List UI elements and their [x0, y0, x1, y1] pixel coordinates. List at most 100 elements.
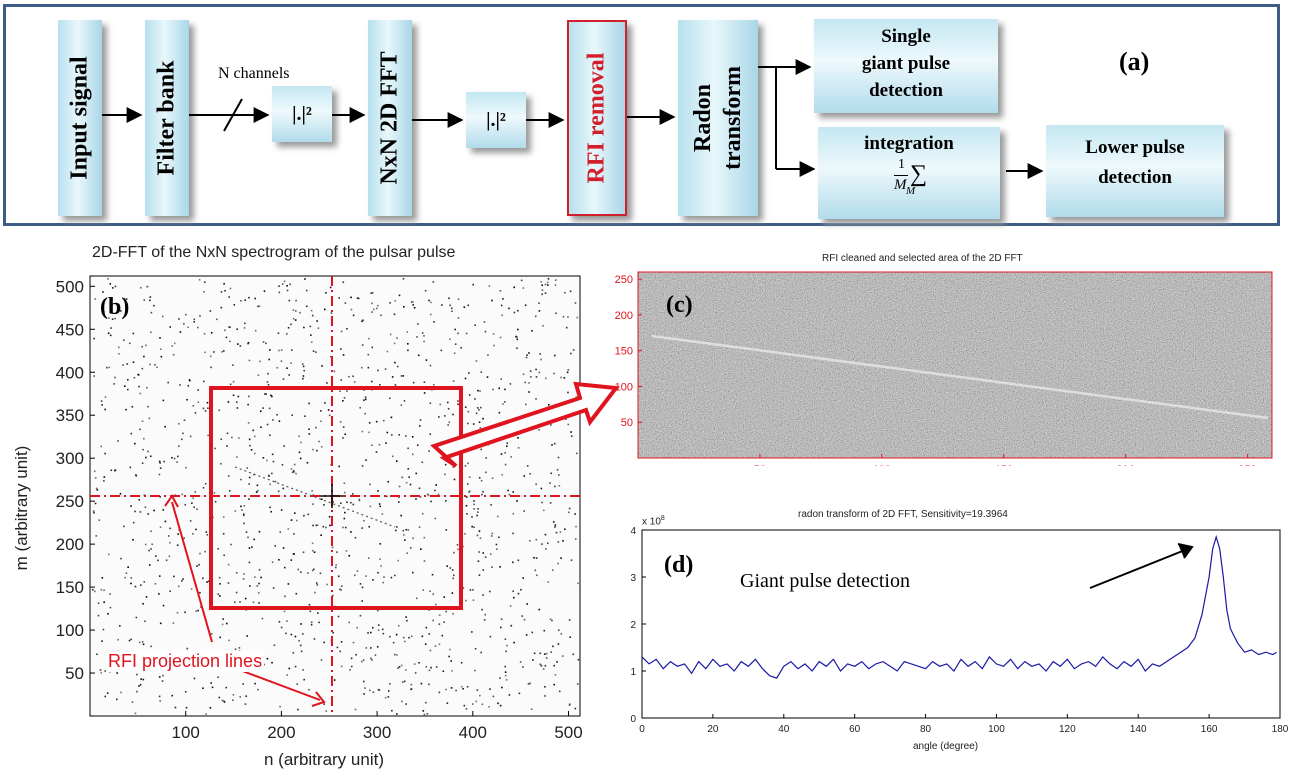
b-noise-dot: [141, 641, 144, 643]
b-noise-dot: [344, 511, 346, 514]
b-noise-dot: [189, 520, 192, 522]
b-noise-dot: [136, 690, 138, 693]
b-noise-dot: [400, 664, 403, 667]
b-noise-dot: [280, 626, 283, 629]
b-noise-dot: [243, 522, 245, 525]
b-noise-dot: [502, 403, 504, 405]
b-noise-dot: [130, 638, 132, 641]
b-noise-dot: [101, 577, 104, 579]
b-noise-dot: [513, 641, 515, 644]
b-noise-dot: [298, 639, 300, 642]
b-noise-dot: [254, 576, 256, 578]
b-noise-dot: [544, 685, 546, 688]
b-noise-dot: [162, 674, 164, 677]
b-noise-dot: [242, 578, 245, 580]
b-noise-dot: [268, 407, 271, 410]
b-noise-dot: [530, 376, 532, 378]
b-noise-dot: [227, 475, 230, 477]
panel-d-xlabel: angle (degree): [913, 741, 979, 752]
b-noise-dot: [92, 510, 95, 512]
b-noise-dot: [159, 467, 162, 469]
b-noise-dot: [538, 371, 541, 374]
b-noise-dot: [477, 560, 480, 563]
b-noise-dot: [104, 408, 106, 411]
b-noise-dot: [412, 301, 414, 303]
b-noise-dot: [199, 591, 201, 594]
b-noise-dot: [538, 302, 540, 304]
b-noise-dot: [386, 350, 389, 353]
b-noise-dot: [331, 546, 334, 549]
b-noise-dot: [361, 465, 364, 467]
b-noise-dot: [290, 559, 293, 561]
giant-pulse-arrow: [1089, 543, 1194, 589]
b-noise-dot: [207, 434, 209, 437]
b-noise-dot: [421, 461, 424, 464]
b-noise-dot: [227, 582, 230, 584]
b-noise-dot: [576, 683, 579, 685]
b-noise-dot: [132, 521, 135, 524]
b-noise-dot: [350, 531, 352, 533]
b-noise-dot: [397, 559, 399, 562]
b-noise-dot: [546, 542, 549, 545]
b-noise-dot: [482, 417, 484, 420]
b-noise-dot: [557, 456, 560, 459]
b-noise-dot: [278, 420, 281, 422]
b-noise-dot: [278, 285, 280, 287]
b-noise-dot: [516, 338, 519, 341]
c-ytick-label: 200: [615, 310, 633, 322]
b-noise-dot: [380, 314, 382, 317]
b-noise-dot: [141, 420, 144, 422]
b-noise-dot: [141, 462, 144, 465]
b-noise-dot: [538, 310, 541, 312]
lower-pulse-detection-block: Lower pulse detection: [1046, 125, 1224, 217]
b-noise-dot: [155, 555, 157, 557]
b-noise-dot: [429, 433, 432, 435]
b-noise-dot: [204, 550, 206, 553]
b-noise-dot: [304, 415, 306, 417]
b-noise-dot: [471, 525, 473, 528]
b-noise-dot: [379, 558, 381, 561]
b-noise-dot: [194, 412, 197, 414]
b-noise-dot: [117, 638, 119, 641]
b-noise-dot: [221, 350, 223, 353]
b-noise-dot: [196, 565, 198, 567]
b-noise-dot: [195, 528, 197, 531]
b-noise-dot: [149, 363, 151, 366]
b-noise-dot: [226, 445, 228, 447]
b-noise-dot: [367, 353, 370, 356]
b-noise-dot: [370, 657, 372, 660]
b-noise-dot: [198, 278, 201, 281]
b-noise-dot: [432, 593, 435, 596]
b-noise-dot: [339, 390, 341, 393]
b-noise-dot: [554, 526, 556, 528]
b-noise-dot: [339, 588, 341, 591]
b-noise-dot: [359, 583, 362, 585]
b-noise-dot: [99, 669, 102, 671]
b-noise-dot: [473, 503, 475, 506]
b-noise-dot: [311, 542, 314, 545]
b-noise-dot: [434, 489, 436, 492]
b-noise-dot: [375, 307, 378, 310]
b-noise-dot: [460, 346, 463, 349]
b-noise-dot: [570, 431, 572, 433]
formula-numerator: 1: [898, 157, 905, 172]
b-noise-dot: [553, 372, 555, 375]
b-ytick-label: 250: [56, 492, 84, 511]
b-noise-dot: [526, 465, 529, 467]
b-noise-dot: [549, 502, 552, 504]
d-xtick-label: 0: [639, 724, 645, 735]
b-noise-dot: [312, 503, 314, 505]
b-noise-dot: [377, 629, 380, 632]
panel-c-xticks: 50 100 150 200 250: [754, 454, 1257, 466]
b-noise-dot: [387, 480, 390, 483]
b-noise-dot: [243, 504, 246, 507]
panel-b-title: 2D-FFT of the NxN spectrogram of the pul…: [92, 244, 456, 261]
b-noise-dot: [197, 401, 200, 403]
b-noise-dot: [214, 447, 216, 450]
b-noise-dot: [405, 703, 407, 705]
b-noise-dot: [158, 676, 161, 678]
b-noise-dot: [472, 423, 475, 425]
b-noise-dot: [319, 572, 322, 575]
b-noise-dot: [240, 478, 242, 481]
b-noise-dot: [96, 653, 98, 656]
